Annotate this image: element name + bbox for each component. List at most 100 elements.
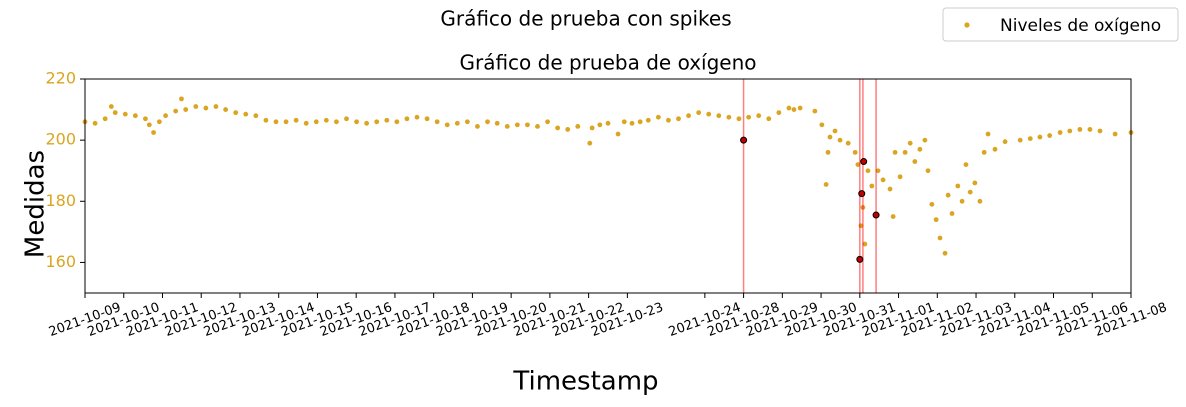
data-point (887, 186, 893, 192)
data-point (323, 117, 329, 123)
data-point (655, 114, 661, 120)
data-point (629, 120, 635, 126)
data-point (716, 113, 722, 119)
data-point (414, 114, 420, 120)
data-point (929, 201, 935, 207)
data-point (756, 113, 762, 119)
data-point (597, 122, 603, 128)
data-point (637, 119, 643, 125)
data-point (535, 123, 540, 129)
data-point (981, 149, 987, 155)
data-point (1057, 130, 1063, 135)
data-point (344, 116, 349, 122)
data-point (645, 117, 651, 123)
data-point (92, 120, 98, 126)
data-point (963, 162, 969, 168)
data-point (122, 111, 128, 117)
data-point (444, 122, 450, 128)
data-point (303, 120, 309, 126)
data-point (364, 120, 370, 126)
data-point (424, 116, 430, 122)
data-point (273, 119, 279, 125)
data-point (902, 149, 908, 155)
data-point (173, 108, 179, 114)
data-point (143, 116, 148, 122)
data-point (949, 211, 955, 216)
data-point (942, 250, 948, 256)
data-point (726, 114, 732, 120)
data-point (791, 107, 797, 112)
data-point (786, 105, 792, 111)
data-point (394, 119, 400, 125)
data-point (374, 119, 380, 125)
data-point (545, 119, 550, 125)
data-point (163, 113, 168, 119)
data-point (892, 149, 898, 155)
spike-point (860, 158, 868, 166)
data-point (865, 168, 871, 174)
data-point (890, 214, 896, 219)
data-point (922, 137, 928, 143)
data-point (193, 104, 199, 109)
legend-marker (964, 22, 970, 28)
data-point (555, 125, 561, 131)
data-point (967, 189, 973, 195)
data-point (812, 108, 818, 114)
data-point (945, 192, 951, 198)
data-point (880, 177, 886, 183)
data-point (253, 113, 259, 119)
x-axis-label: Timestamp (512, 367, 658, 397)
spike-point (858, 190, 866, 198)
y-tick-label: 220 (45, 69, 76, 88)
data-point (384, 117, 390, 123)
data-point (434, 119, 440, 125)
data-point (832, 128, 838, 134)
data-point (1002, 139, 1008, 145)
data-point (1112, 131, 1118, 137)
data-point (587, 140, 593, 146)
y-tick-label: 180 (45, 191, 76, 210)
data-point (686, 113, 691, 119)
data-point (852, 149, 858, 155)
data-point (992, 146, 998, 152)
y-axis-label: Medidas (21, 150, 51, 258)
data-point (977, 198, 983, 204)
data-point (354, 119, 359, 125)
data-point (223, 107, 229, 112)
data-point (666, 117, 671, 123)
data-point (845, 140, 851, 146)
data-point (972, 180, 978, 186)
plot-frame (84, 78, 1132, 294)
data-point (1037, 134, 1043, 140)
data-point (494, 120, 500, 126)
data-point (179, 96, 184, 102)
data-point (102, 116, 108, 122)
data-point (746, 114, 752, 120)
data-point (959, 198, 965, 204)
data-point (151, 130, 156, 135)
data-point (985, 131, 991, 137)
data-point (797, 105, 803, 111)
data-point (243, 111, 249, 117)
data-point (404, 116, 410, 122)
data-point (937, 235, 943, 241)
data-point (827, 134, 833, 140)
data-point (1047, 133, 1053, 138)
data-point (233, 110, 239, 116)
data-point (907, 140, 913, 146)
y-tick-label: 160 (45, 252, 76, 271)
data-point (525, 122, 530, 128)
chart-title: Gráfico de prueba de oxígeno (459, 51, 756, 75)
data-point (955, 183, 961, 189)
data-point (706, 111, 712, 117)
data-point (825, 149, 831, 155)
data-point (897, 174, 903, 180)
data-point (475, 123, 480, 129)
data-point (263, 117, 269, 123)
data-point (183, 107, 189, 112)
data-point (676, 116, 681, 122)
data-point (464, 119, 470, 125)
data-point (1067, 128, 1073, 134)
spike-point (856, 255, 864, 263)
